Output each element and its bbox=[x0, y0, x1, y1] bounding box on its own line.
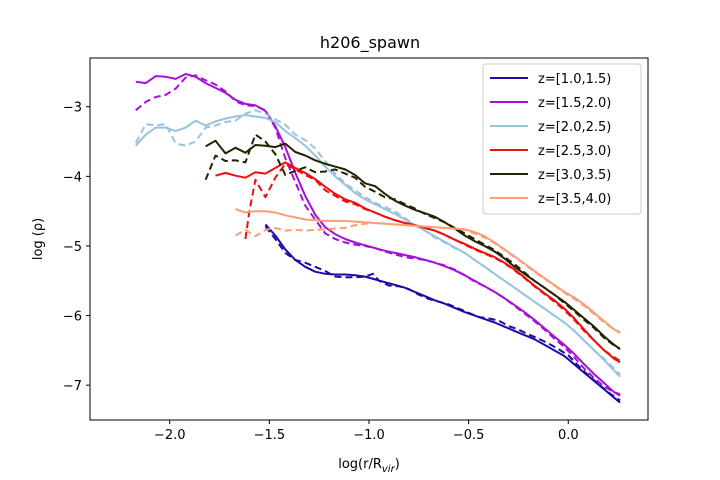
series-lines bbox=[134, 73, 621, 404]
series-line-dashed bbox=[135, 74, 621, 396]
x-tick-label: −1.0 bbox=[353, 428, 385, 443]
x-tick-label: 0.0 bbox=[558, 428, 579, 443]
legend-label: z=[3.5,4.0) bbox=[538, 192, 611, 207]
legend-label: z=[1.5,2.0) bbox=[538, 96, 611, 111]
series-line-dashed bbox=[235, 222, 621, 334]
legend-label: z=[2.5,3.0) bbox=[538, 144, 611, 159]
x-tick-label: −2.0 bbox=[154, 428, 186, 443]
y-tick-label: −5 bbox=[63, 240, 82, 255]
y-tick-label: −6 bbox=[63, 310, 82, 325]
x-axis-label-main: log(r/R bbox=[338, 457, 382, 472]
x-axis-label-subscript: vir bbox=[382, 464, 396, 475]
series-line-dashed bbox=[244, 162, 621, 362]
legend-label: z=[1.0,1.5) bbox=[538, 72, 611, 87]
x-axis-label: log(r/Rvir) bbox=[338, 457, 400, 475]
y-tick-label: −7 bbox=[63, 379, 82, 394]
legend-label: z=[3.0,3.5) bbox=[538, 168, 611, 183]
x-tick-label: −0.5 bbox=[453, 428, 485, 443]
legend-label: z=[2.0,2.5) bbox=[538, 120, 611, 135]
plot-frame bbox=[89, 57, 649, 421]
y-tick-label: −4 bbox=[63, 170, 82, 185]
legend: z=[1.0,1.5) z=[1.5,2.0) z=[2.0,2.5) z=[2.5,… bbox=[482, 63, 642, 215]
x-tick-label: −1.5 bbox=[254, 428, 286, 443]
series-line-dashed bbox=[134, 109, 621, 376]
series-line-dashed bbox=[264, 225, 621, 402]
y-tick-label: −3 bbox=[63, 101, 82, 116]
series-line-dashed bbox=[204, 133, 621, 350]
series-line-solid bbox=[264, 223, 621, 404]
y-axis-label: log (ρ) bbox=[31, 218, 46, 260]
chart-title: h206_spawn bbox=[320, 33, 420, 53]
x-axis-label-close: ) bbox=[395, 457, 400, 472]
axis-ticks: −2.0 −1.5 −1.0 −0.5 0.0 −7 −6 −5 −4 −3 bbox=[63, 101, 579, 443]
